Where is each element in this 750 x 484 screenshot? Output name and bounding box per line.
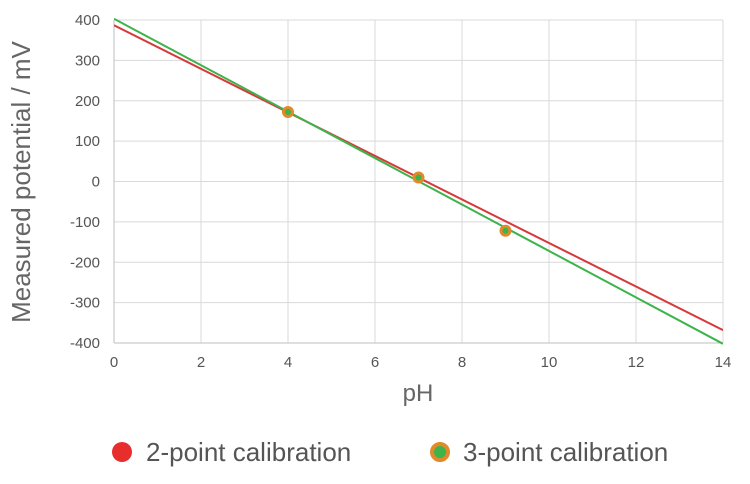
y-tick-label: 200 [75,93,100,110]
x-tick-label: 10 [541,354,558,371]
x-tick-label: 4 [284,354,292,371]
calibration-point [282,106,294,119]
calibration-point [499,224,512,237]
chart-axes [113,20,723,344]
x-tick-label: 14 [715,354,732,371]
x-axis-title: pH [403,380,434,407]
y-tick-label: -200 [70,254,100,271]
x-tick-label: 6 [371,354,379,371]
legend-label: 2-point calibration [146,437,351,467]
y-tick-label: -300 [70,295,100,312]
legend-marker-2-point [112,442,132,462]
y-tick-label: 400 [75,12,100,29]
tick-labels: 400 300 200 100 0 -100 -200 -300 -400 0 2 4 6 8 10 12 14 [70,12,731,371]
y-axis-title: Measured potential / mV [6,40,36,322]
x-tick-label: 2 [197,354,205,371]
legend-label: 3-point calibration [463,437,668,467]
calibration-points [282,106,512,237]
legend-marker-3-point [430,442,450,462]
calibration-point [412,171,425,184]
y-tick-label: 300 [75,52,100,69]
chart-legend: 2-point calibration 3-point calibration [112,437,668,467]
y-tick-label: -100 [70,214,100,231]
x-tick-label: 0 [110,354,118,371]
y-tick-label: -400 [70,335,100,352]
y-tick-label: 0 [92,174,100,191]
y-tick-label: 100 [75,133,100,150]
x-tick-label: 12 [628,354,645,371]
x-tick-label: 8 [458,354,466,371]
